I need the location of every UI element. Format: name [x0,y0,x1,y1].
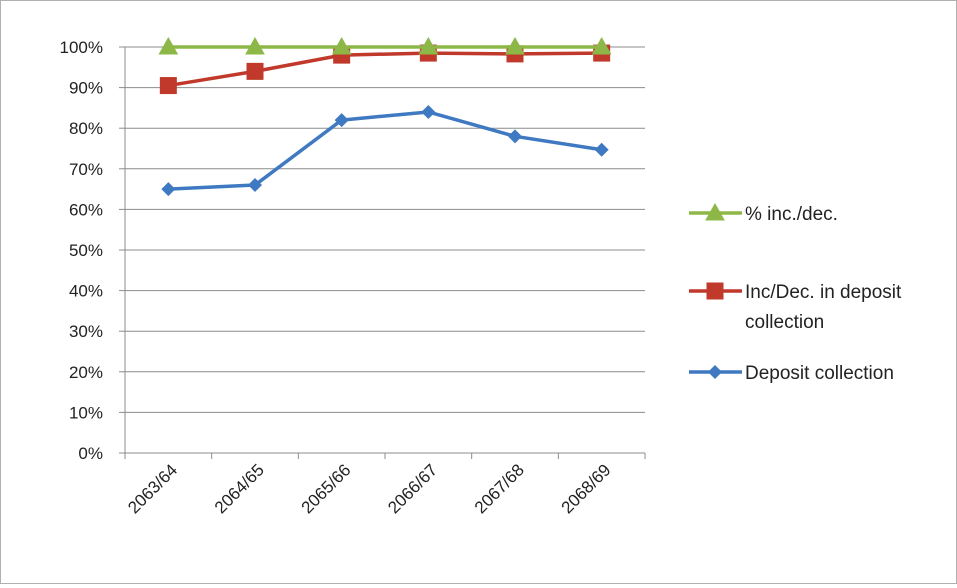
legend-label-line: collection [745,312,824,333]
y-tick-label: 90% [69,79,103,98]
data-point [159,77,177,95]
series-0 [158,36,612,55]
legend-label-line: Deposit collection [745,363,894,384]
data-point [591,36,612,55]
series-1 [159,44,611,95]
legend-label-line: Inc/Dec. in deposit [745,282,902,303]
y-tick-label: 50% [69,241,103,260]
legend-label: Inc/Dec. in deposit collection [745,282,902,333]
x-tick-label: 2063/64 [124,460,181,517]
data-point [508,129,522,144]
series-line [168,110,602,191]
y-tick-label: 40% [69,282,103,301]
x-tick-label: 2066/67 [384,460,441,517]
data-point [334,113,349,128]
y-axis: 0% 10% 20% 30% 40% 50% 60% 70% 80% 90% 100% [60,38,126,463]
data-point [246,62,264,80]
x-tick-label: 2064/65 [211,460,268,517]
legend-item-1: Inc/Dec. in deposit collection [689,282,902,333]
y-tick-label: 80% [69,119,103,138]
legend-item-0: % inc./dec. [689,202,838,225]
series-line [168,51,602,88]
y-tick-label: 20% [69,363,103,382]
data-point [161,182,176,197]
grid-lines [125,46,645,413]
y-tick-label: 10% [69,403,103,422]
data-point [421,104,436,119]
legend-label: Deposit collection [745,363,894,384]
x-tick-label: 2067/68 [471,460,528,517]
y-tick-label: 30% [69,322,103,341]
y-tick-label: 60% [69,200,103,219]
y-tick-label: 100% [60,38,103,57]
x-tick-label: 2065/66 [298,460,355,517]
legend-swatch-marker [706,282,724,300]
legend-label-line: % inc./dec. [745,204,838,225]
legend-label: % inc./dec. [745,204,838,225]
data-point [594,142,609,157]
x-tick-label: 2068/69 [558,460,615,517]
data-point [505,36,525,55]
data-point [418,36,439,55]
legend-swatch-marker [705,202,725,221]
legend-swatch-marker [708,365,722,379]
series-2 [161,104,609,197]
x-axis: 2063/64 2064/65 2065/66 2066/67 2067/68 2068/… [124,452,646,517]
series-group [158,36,612,197]
data-point [245,36,265,55]
legend: % inc./dec. Inc/Dec. in deposit collection… [689,202,902,384]
data-point [331,36,352,55]
data-point [158,36,179,55]
y-tick-label: 70% [69,160,103,179]
legend-item-2: Deposit collection [689,363,894,384]
y-tick-label: 0% [78,444,103,463]
data-point [248,178,262,193]
